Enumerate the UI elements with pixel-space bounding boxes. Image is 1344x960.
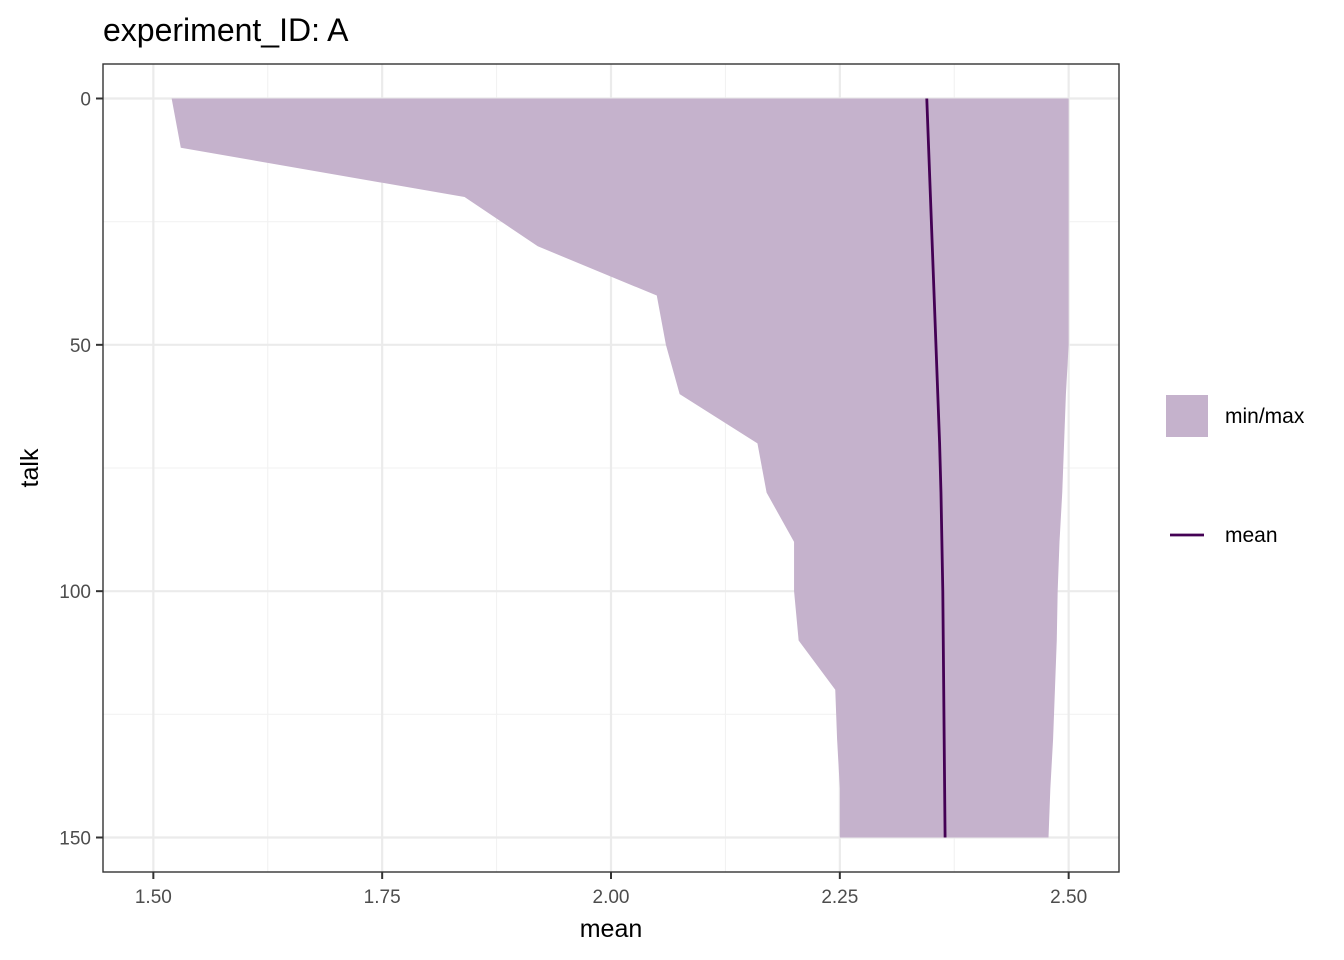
x-axis: 1.50 1.75 2.00 2.25 2.50 — [135, 872, 1087, 908]
legend-label-mean: mean — [1225, 524, 1278, 547]
x-tick-label: 1.50 — [135, 887, 172, 908]
legend: min/max mean — [1166, 395, 1305, 547]
chart-title: experiment_ID: A — [103, 12, 349, 48]
mean-line — [925, 98, 947, 838]
y-axis-title: talk — [16, 448, 44, 487]
x-tick-label: 1.75 — [364, 887, 401, 908]
y-tick-label: 0 — [80, 89, 91, 110]
y-tick-label: 50 — [70, 336, 91, 357]
legend-label-minmax: min/max — [1225, 405, 1305, 428]
x-tick-label: 2.50 — [1050, 887, 1087, 908]
min-max-ribbon — [171, 98, 1069, 838]
legend-key-minmax — [1166, 395, 1208, 437]
y-tick-label: 100 — [59, 582, 91, 603]
y-axis: 0 50 100 150 — [59, 89, 103, 850]
series-line-mean — [925, 98, 947, 838]
y-tick-label: 150 — [59, 829, 91, 850]
x-tick-label: 2.25 — [821, 887, 858, 908]
min-max-band — [171, 98, 1069, 838]
x-tick-label: 2.00 — [593, 887, 630, 908]
x-axis-title: mean — [580, 915, 643, 943]
